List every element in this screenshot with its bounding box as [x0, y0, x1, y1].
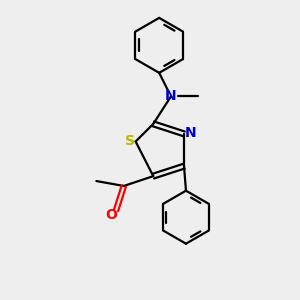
- Text: S: S: [125, 134, 135, 148]
- Text: N: N: [185, 126, 197, 140]
- Text: N: N: [165, 89, 177, 103]
- Text: O: O: [105, 208, 117, 222]
